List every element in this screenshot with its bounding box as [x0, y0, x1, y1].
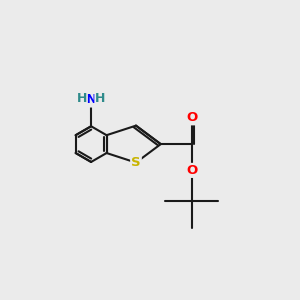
Text: N: N [85, 94, 97, 106]
Text: O: O [186, 111, 197, 124]
Text: S: S [131, 156, 141, 169]
Text: H: H [95, 92, 106, 105]
Text: H: H [76, 92, 87, 105]
Text: O: O [186, 164, 197, 177]
